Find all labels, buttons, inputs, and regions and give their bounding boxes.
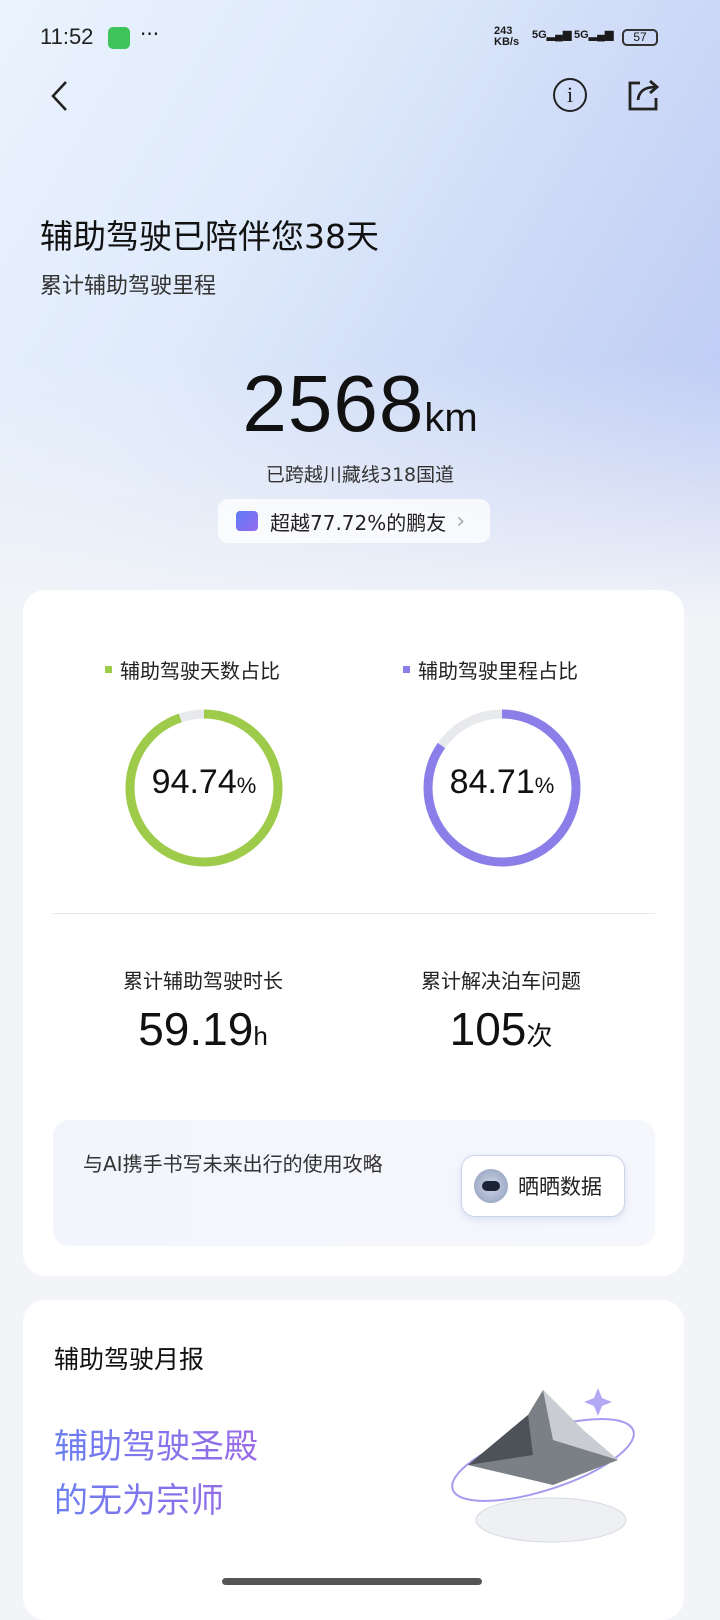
stat-value-duration: 59.19h	[138, 1003, 268, 1055]
rank-pill[interactable]: 超越77.72%的鹏友 ›	[218, 499, 490, 543]
mountain-illustration	[451, 1388, 635, 1543]
home-indicator[interactable]	[222, 1578, 482, 1585]
mileage: 2568km	[242, 359, 478, 448]
chevron-right-icon: ›	[456, 508, 466, 534]
back-button[interactable]	[48, 78, 72, 123]
share-data-button[interactable]: 晒晒数据	[461, 1155, 625, 1217]
info-button[interactable]: i	[553, 78, 587, 112]
bar-chart-icon	[236, 511, 258, 531]
stat-label-parking: 累计解决泊车问题	[421, 969, 581, 993]
legend-mileage: 辅助驾驶里程占比	[403, 655, 578, 684]
ai-banner: 与AI携手书写未来出行的使用攻略 晒晒数据	[53, 1120, 655, 1246]
mileage-ring: 84.71%	[417, 703, 587, 873]
page-title: 辅助驾驶已陪伴您38天	[40, 217, 379, 256]
page-subtitle: 累计辅助驾驶里程	[40, 274, 217, 299]
ring-progress	[125, 709, 283, 867]
ring-progress	[423, 709, 581, 867]
share-data-label: 晒晒数据	[518, 1175, 602, 1199]
legend-days: 辅助驾驶天数占比	[105, 655, 280, 684]
info-icon: i	[566, 82, 574, 107]
signal-icon: 5G▂▄▆	[532, 29, 572, 41]
summary-card: 辅助驾驶天数占比 辅助驾驶里程占比 94.74% 84.71% 累计辅助驾驶时长…	[23, 590, 684, 1276]
share-button[interactable]	[626, 78, 660, 112]
mileage-caption: 已跨越川藏线318国道	[265, 464, 455, 486]
more-notifications-icon: ···	[140, 22, 160, 46]
rank-text: 超越77.72%的鹏友	[270, 510, 447, 535]
monthly-headline: 辅助驾驶圣殿 的无为宗师	[54, 1420, 258, 1528]
wechat-icon	[108, 27, 130, 49]
divider	[53, 913, 655, 914]
battery-icon: 57	[622, 29, 658, 46]
signal-icon-2: 5G▂▄▆	[574, 29, 614, 41]
share-icon	[628, 79, 660, 111]
stat-value-parking: 105次	[449, 1003, 553, 1055]
net-speed: 243 KB/s	[494, 25, 520, 48]
stat-label-duration: 累计辅助驾驶时长	[123, 969, 283, 993]
monthly-report-card[interactable]: 辅助驾驶月报 辅助驾驶圣殿 的无为宗师	[23, 1300, 684, 1620]
banner-text: 与AI携手书写未来出行的使用攻略	[83, 1152, 383, 1176]
status-time: 11:52	[40, 24, 94, 49]
robot-icon	[474, 1169, 508, 1203]
monthly-title: 辅助驾驶月报	[54, 1345, 205, 1374]
days-ring: 94.74%	[119, 703, 289, 873]
